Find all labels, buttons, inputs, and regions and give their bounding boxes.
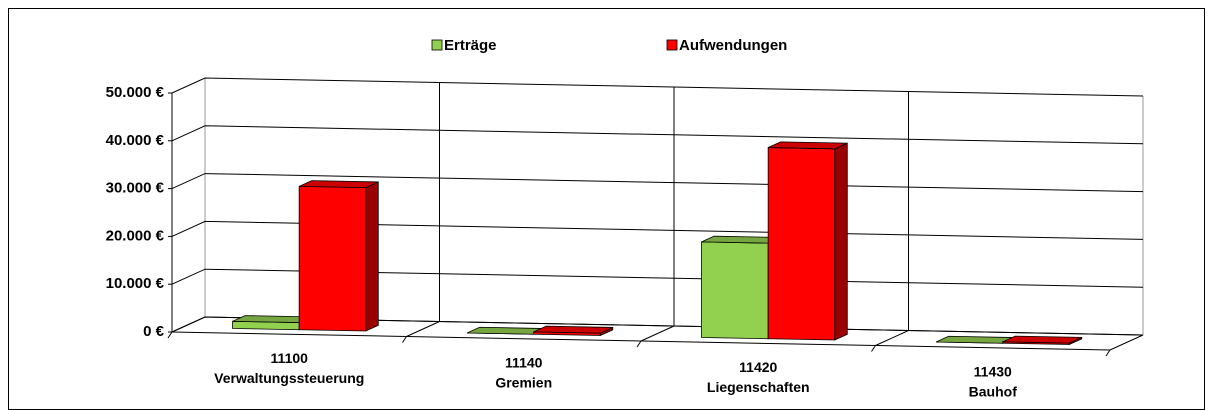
grid-line xyxy=(171,77,1144,97)
bar-side xyxy=(834,142,848,341)
bar-top xyxy=(298,180,379,189)
x-tick xyxy=(1105,349,1111,357)
bar xyxy=(767,141,848,341)
bar-side xyxy=(365,181,379,332)
bar xyxy=(298,180,379,332)
x-tick-label: Liegenschaften xyxy=(707,379,810,395)
x-tick-label: Gremien xyxy=(495,374,552,390)
y-tick-label: 30.000 € xyxy=(106,180,165,197)
legend-label: Erträge xyxy=(444,37,497,54)
bar xyxy=(1002,335,1083,346)
legend-label: Aufwendungen xyxy=(679,37,787,54)
bar xyxy=(533,325,614,337)
x-tick-label: 11420 xyxy=(739,359,777,375)
legend-swatch xyxy=(431,39,443,51)
x-tick xyxy=(636,340,642,348)
divider xyxy=(875,91,909,346)
bar-front xyxy=(701,241,769,340)
x-tick xyxy=(402,336,407,343)
y-tick-label: 40.000 € xyxy=(106,132,165,149)
x-tick-label: 11100 xyxy=(271,350,309,366)
x-tick xyxy=(167,331,173,339)
bar-front xyxy=(298,185,367,332)
bar-top xyxy=(767,141,848,150)
bar-top xyxy=(1002,335,1082,344)
x-tick-label: Verwaltungssteuerung xyxy=(214,370,364,386)
divider xyxy=(640,87,675,342)
bar-top xyxy=(533,325,613,334)
x-tick-label: Bauhof xyxy=(969,383,1018,399)
bar-front xyxy=(767,147,836,341)
grid-line xyxy=(171,125,1144,145)
frame xyxy=(8,8,1205,410)
x-tick-label: 11430 xyxy=(974,363,1012,379)
divider xyxy=(406,82,440,337)
y-tick-label: 0 € xyxy=(143,323,165,340)
legend-swatch xyxy=(666,39,678,51)
x-tick-label: 11140 xyxy=(505,354,543,370)
y-tick-label: 10.000 € xyxy=(106,275,165,292)
y-tick-label: 20.000 € xyxy=(106,227,165,244)
x-tick xyxy=(871,345,876,352)
y-tick-label: 50.000 € xyxy=(106,84,165,101)
